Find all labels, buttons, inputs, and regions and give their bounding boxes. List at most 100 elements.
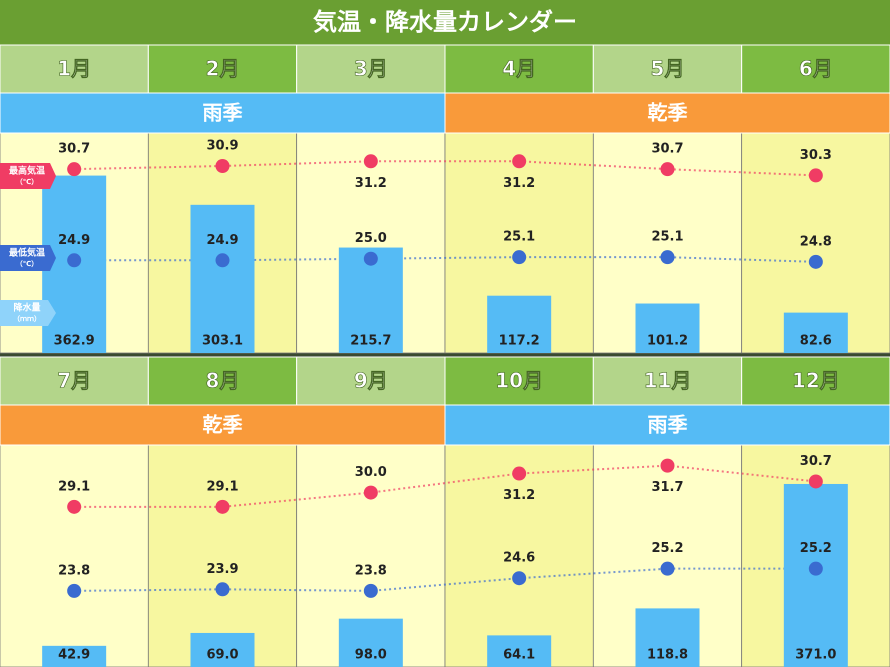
temp-point (67, 583, 82, 598)
temp-value-label: 23.9 (206, 562, 238, 577)
rain-value-label: 42.9 (58, 648, 90, 663)
month-label: 8月 (206, 369, 240, 393)
month-label: 3月 (354, 57, 388, 81)
row-divider (0, 353, 890, 357)
rain-value-label: 362.9 (54, 334, 95, 349)
month-cell (0, 44, 149, 94)
temp-value-label: 25.0 (355, 231, 387, 246)
temp-point (67, 162, 82, 177)
month-cell (444, 356, 594, 406)
temp-value-label: 29.1 (206, 479, 238, 494)
month-cell (296, 44, 446, 94)
temp-point (363, 154, 378, 169)
temp-value-label: 24.8 (800, 234, 832, 249)
temp-point (512, 154, 527, 169)
title-bar (0, 0, 890, 45)
season-band (444, 92, 890, 134)
month-cell (444, 44, 594, 94)
month-label: 1月 (57, 57, 91, 81)
legend-tag (0, 245, 56, 271)
temp-value-label: 25.1 (651, 230, 683, 245)
month-cell (147, 356, 298, 406)
temp-value-label: 31.2 (503, 488, 535, 503)
temp-value-label: 30.7 (800, 454, 832, 469)
temp-value-label: 31.2 (503, 176, 535, 191)
legend-tag (0, 300, 56, 326)
temp-value-label: 25.2 (651, 541, 683, 556)
rain-value-label: 303.1 (202, 334, 243, 349)
rain-value-label: 64.1 (503, 648, 535, 663)
season-band (0, 92, 446, 134)
season-label: 乾季 (203, 413, 243, 437)
rain-bar (635, 608, 700, 667)
season-band (0, 404, 446, 446)
temp-point (67, 253, 82, 268)
month-cell (741, 44, 890, 94)
legend-tag (0, 163, 56, 189)
temp-value-label: 25.2 (800, 541, 832, 556)
legend-unit: （℃） (16, 260, 38, 268)
temp-line (74, 464, 816, 508)
temp-point (808, 474, 823, 489)
temp-value-label: 30.7 (651, 142, 683, 157)
temp-point (808, 254, 823, 269)
temp-point (660, 162, 675, 177)
season-label: 乾季 (648, 101, 688, 125)
temp-point (215, 253, 230, 268)
temp-value-label: 31.7 (651, 480, 683, 495)
month-label: 10月 (495, 369, 543, 393)
legend-label: 降水量 (13, 302, 40, 314)
temp-point (660, 458, 675, 473)
temp-value-label: 30.7 (58, 142, 90, 157)
temp-point (215, 159, 230, 173)
temp-value-label: 24.6 (503, 551, 535, 566)
month-label: 11月 (644, 369, 692, 393)
temp-point (512, 250, 527, 265)
season-band (444, 404, 890, 446)
temp-line (74, 256, 816, 263)
month-label: 5月 (651, 57, 685, 81)
rain-value-label: 101.2 (647, 334, 688, 349)
legend-unit: （ｍｍ） (13, 315, 41, 323)
season-label: 雨季 (648, 413, 688, 437)
month-label: 7月 (57, 369, 91, 393)
legend-unit: （℃） (16, 178, 38, 186)
temp-line (74, 567, 816, 592)
temp-value-label: 29.1 (58, 479, 90, 494)
temp-value-label: 30.3 (800, 148, 832, 163)
temp-value-label: 30.0 (355, 465, 387, 480)
temp-value-label: 24.9 (206, 233, 238, 248)
temp-point (660, 250, 675, 265)
temp-point (215, 582, 230, 597)
plot-cell (444, 444, 594, 667)
rain-bar (190, 204, 255, 353)
rain-value-label: 118.8 (647, 648, 688, 663)
temp-value-label: 25.1 (503, 230, 535, 245)
rain-value-label: 215.7 (350, 334, 391, 349)
rain-bar (42, 645, 107, 667)
rain-value-label: 69.0 (206, 648, 238, 663)
temp-value-label: 24.9 (58, 233, 90, 248)
plot-cell (0, 444, 149, 667)
rain-bar (783, 312, 848, 353)
rain-bar (487, 635, 552, 667)
temp-point (512, 571, 527, 586)
temp-value-label: 23.8 (355, 563, 387, 578)
legend-label: 最低気温 (9, 247, 45, 259)
season-label: 雨季 (203, 101, 243, 125)
rain-bar (635, 303, 700, 353)
legend-label: 最高気温 (9, 165, 45, 177)
temp-point (808, 168, 823, 183)
temp-point (67, 499, 82, 514)
temp-point (660, 561, 675, 576)
temp-value-label: 30.9 (206, 139, 238, 154)
month-label: 6月 (799, 57, 833, 81)
month-cell (592, 44, 743, 94)
rain-bar (487, 295, 552, 353)
temp-point (808, 561, 823, 576)
rain-value-label: 371.0 (795, 648, 836, 663)
month-label: 4月 (502, 57, 536, 81)
plot-cell (147, 444, 298, 667)
temp-point (215, 499, 230, 514)
